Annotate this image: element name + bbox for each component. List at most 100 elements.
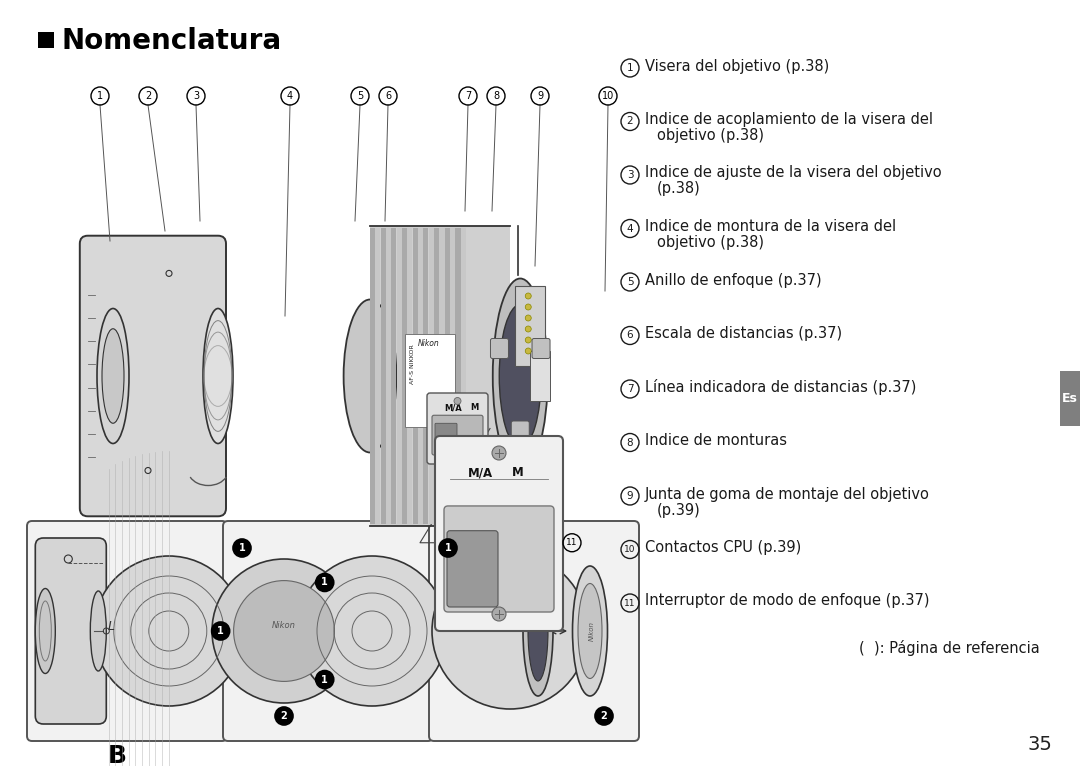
Text: Es: Es xyxy=(1062,391,1078,404)
Text: objetivo (p.38): objetivo (p.38) xyxy=(657,235,764,250)
FancyBboxPatch shape xyxy=(427,393,488,464)
Circle shape xyxy=(315,670,334,689)
Bar xyxy=(402,228,407,524)
Circle shape xyxy=(94,556,244,706)
Text: 1: 1 xyxy=(217,626,224,636)
Text: 9: 9 xyxy=(537,91,543,101)
Circle shape xyxy=(212,559,356,703)
Text: 11: 11 xyxy=(624,598,636,607)
Circle shape xyxy=(525,348,531,354)
Text: Visera del objetivo (p.38): Visera del objetivo (p.38) xyxy=(645,58,829,74)
FancyBboxPatch shape xyxy=(432,415,483,455)
Bar xyxy=(380,228,386,524)
Text: Contactos CPU (p.39): Contactos CPU (p.39) xyxy=(645,540,801,555)
Text: 6: 6 xyxy=(626,330,633,341)
Text: Interruptor de modo de enfoque (p.37): Interruptor de modo de enfoque (p.37) xyxy=(645,594,930,608)
Text: 8: 8 xyxy=(492,91,499,101)
Text: (p.39): (p.39) xyxy=(657,502,701,518)
Ellipse shape xyxy=(97,309,129,444)
Circle shape xyxy=(297,556,447,706)
Text: 11: 11 xyxy=(566,538,578,547)
FancyBboxPatch shape xyxy=(435,436,563,631)
Circle shape xyxy=(212,622,230,640)
Text: 1: 1 xyxy=(97,91,103,101)
Circle shape xyxy=(595,707,613,725)
Ellipse shape xyxy=(499,305,541,447)
FancyBboxPatch shape xyxy=(36,538,106,724)
Text: M/A: M/A xyxy=(468,466,494,480)
Bar xyxy=(1059,371,1080,426)
Text: 7: 7 xyxy=(626,384,633,394)
Text: 3: 3 xyxy=(193,91,199,101)
Bar xyxy=(423,228,429,524)
Text: 10: 10 xyxy=(624,545,636,554)
Ellipse shape xyxy=(36,588,55,673)
Circle shape xyxy=(525,326,531,332)
Text: 35: 35 xyxy=(1027,735,1052,754)
Ellipse shape xyxy=(492,279,548,473)
FancyBboxPatch shape xyxy=(435,424,457,450)
Text: AF-S NIKKOR: AF-S NIKKOR xyxy=(409,344,415,384)
Bar xyxy=(456,228,460,524)
Text: Indice de montura de la visera del: Indice de montura de la visera del xyxy=(645,219,896,234)
Text: 5: 5 xyxy=(356,91,363,101)
Circle shape xyxy=(525,315,531,321)
FancyBboxPatch shape xyxy=(27,521,227,741)
Circle shape xyxy=(432,553,588,709)
Text: 3: 3 xyxy=(626,170,633,180)
Circle shape xyxy=(454,398,461,404)
FancyBboxPatch shape xyxy=(490,339,509,358)
Circle shape xyxy=(233,539,251,557)
Text: Indice de acoplamiento de la visera del: Indice de acoplamiento de la visera del xyxy=(645,112,933,127)
Text: 1: 1 xyxy=(626,63,633,73)
Bar xyxy=(530,351,550,401)
FancyBboxPatch shape xyxy=(222,521,433,741)
Text: 8: 8 xyxy=(626,437,633,447)
Text: 10: 10 xyxy=(602,91,615,101)
Text: L: L xyxy=(108,620,114,633)
Bar xyxy=(429,228,434,524)
Text: Nikon: Nikon xyxy=(418,339,440,348)
Text: M/A: M/A xyxy=(444,404,462,413)
FancyBboxPatch shape xyxy=(447,531,498,607)
Text: 7: 7 xyxy=(464,91,471,101)
Text: Junta de goma de montaje del objetivo: Junta de goma de montaje del objetivo xyxy=(645,486,930,502)
Bar xyxy=(418,228,423,524)
Text: 9: 9 xyxy=(626,491,633,501)
FancyBboxPatch shape xyxy=(444,506,554,612)
Text: 1: 1 xyxy=(239,543,245,553)
Text: Nomenclatura: Nomenclatura xyxy=(62,27,282,55)
Bar xyxy=(407,228,413,524)
Bar xyxy=(376,228,380,524)
Text: Línea indicadora de distancias (p.37): Línea indicadora de distancias (p.37) xyxy=(645,379,916,395)
Text: M: M xyxy=(470,404,478,413)
Text: Nikon: Nikon xyxy=(589,621,595,641)
Bar xyxy=(515,286,545,366)
Ellipse shape xyxy=(528,581,548,681)
Bar xyxy=(391,228,396,524)
Text: Escala de distancias (p.37): Escala de distancias (p.37) xyxy=(645,326,842,341)
Text: Nikon: Nikon xyxy=(272,621,296,630)
Bar xyxy=(386,228,391,524)
Bar xyxy=(370,228,375,524)
Text: 2: 2 xyxy=(281,711,287,721)
Bar xyxy=(440,228,445,524)
Circle shape xyxy=(492,446,507,460)
Ellipse shape xyxy=(102,329,124,424)
Circle shape xyxy=(492,607,507,621)
Circle shape xyxy=(438,539,457,557)
Text: 2: 2 xyxy=(600,711,607,721)
Text: 6: 6 xyxy=(384,91,391,101)
Ellipse shape xyxy=(523,566,553,696)
Bar xyxy=(450,228,455,524)
Text: 4: 4 xyxy=(626,224,633,234)
Bar xyxy=(445,228,450,524)
Bar xyxy=(370,227,510,525)
FancyBboxPatch shape xyxy=(80,236,226,516)
Text: Anillo de enfoque (p.37): Anillo de enfoque (p.37) xyxy=(645,273,822,287)
Bar xyxy=(434,228,440,524)
Bar xyxy=(413,228,418,524)
Text: M: M xyxy=(512,466,524,480)
Text: (  ): Página de referencia: ( ): Página de referencia xyxy=(860,640,1040,656)
Bar xyxy=(396,228,402,524)
